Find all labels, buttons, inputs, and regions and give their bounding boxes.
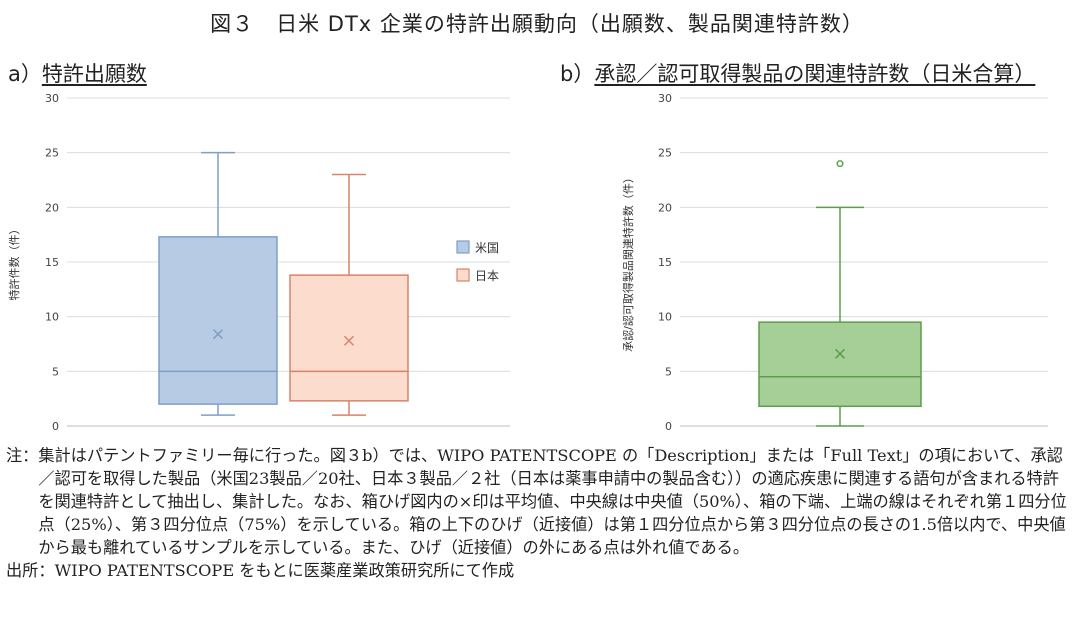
chart-b-series-1-box	[758, 321, 922, 408]
chart-b-tick-label: 10	[658, 311, 672, 324]
chart-a-tick-label: 15	[45, 256, 59, 269]
source-label: 出所：	[6, 561, 55, 580]
figure-title: 図３ 日米 DTx 企業の特許出願動向（出願数、製品関連特許数）	[210, 12, 864, 36]
legend-item-2: 日本	[456, 268, 499, 283]
chart-a-tick-label: 10	[45, 311, 59, 324]
notes-label: 注：	[6, 446, 39, 465]
chart-a-y-axis-label: 特許件数（件）	[7, 224, 21, 301]
chart-a-series-2-box	[289, 274, 409, 402]
legend-swatch	[456, 240, 470, 254]
notes-text: 集計はパテントファミリー毎に行った。図３b）では、WIPO PATENTSCOP…	[38, 446, 1067, 557]
legend-label: 米国	[475, 241, 499, 255]
notes-row: 注： 集計はパテントファミリー毎に行った。図３b）では、WIPO PATENTS…	[6, 444, 1070, 559]
chart-b-tick-label: 30	[658, 92, 672, 105]
chart-a-tick-label: 5	[52, 365, 59, 378]
chart-a-series-1-box	[158, 236, 278, 405]
source-row: 出所： WIPO PATENTSCOPE をもとに医薬産業政策研究所にて作成	[6, 559, 1070, 582]
source-text: WIPO PATENTSCOPE をもとに医薬産業政策研究所にて作成	[54, 561, 515, 580]
panel-a-prefix: a）	[8, 62, 42, 86]
panel-b-prefix: b）	[560, 62, 595, 86]
chart-b-tick-label: 20	[658, 201, 672, 214]
legend-item-1: 米国	[456, 240, 499, 255]
chart-a-series-2-mean-marker	[343, 335, 355, 346]
chart-b-tick-label: 25	[658, 147, 672, 160]
chart-b-tick-label: 5	[665, 365, 672, 378]
legend-swatch	[456, 268, 470, 282]
chart-b-product-patents: 0 5 10 15 20 25 30 承認/認可取得製品関連特許数（件）	[621, 92, 1048, 433]
chart-a-tick-label: 25	[45, 147, 59, 160]
chart-a-tick-label: 30	[45, 92, 59, 105]
chart-a-tick-label: 20	[45, 201, 59, 214]
chart-b-tick-label: 0	[665, 420, 672, 433]
chart-b-y-axis-label: 承認/認可取得製品関連特許数（件）	[621, 172, 635, 352]
chart-b-series-1-outlier-point	[836, 160, 844, 168]
panel-a-title-text: 特許出願数	[41, 62, 147, 86]
chart-b-series-1-mean-marker	[834, 348, 846, 359]
chart-a-series-1-mean-marker	[212, 329, 224, 340]
panel-b-title: b）承認／認可取得製品の関連特許数（日米合算）	[560, 58, 1035, 88]
chart-b-tick-label: 15	[658, 256, 672, 269]
notes-section: 注： 集計はパテントファミリー毎に行った。図３b）では、WIPO PATENTS…	[6, 444, 1070, 582]
legend-label: 日本	[475, 269, 499, 283]
panel-a-title: a）特許出願数	[8, 58, 147, 88]
panel-b-title-text: 承認／認可取得製品の関連特許数（日米合算）	[594, 62, 1036, 86]
chart-a-tick-label: 0	[52, 420, 59, 433]
